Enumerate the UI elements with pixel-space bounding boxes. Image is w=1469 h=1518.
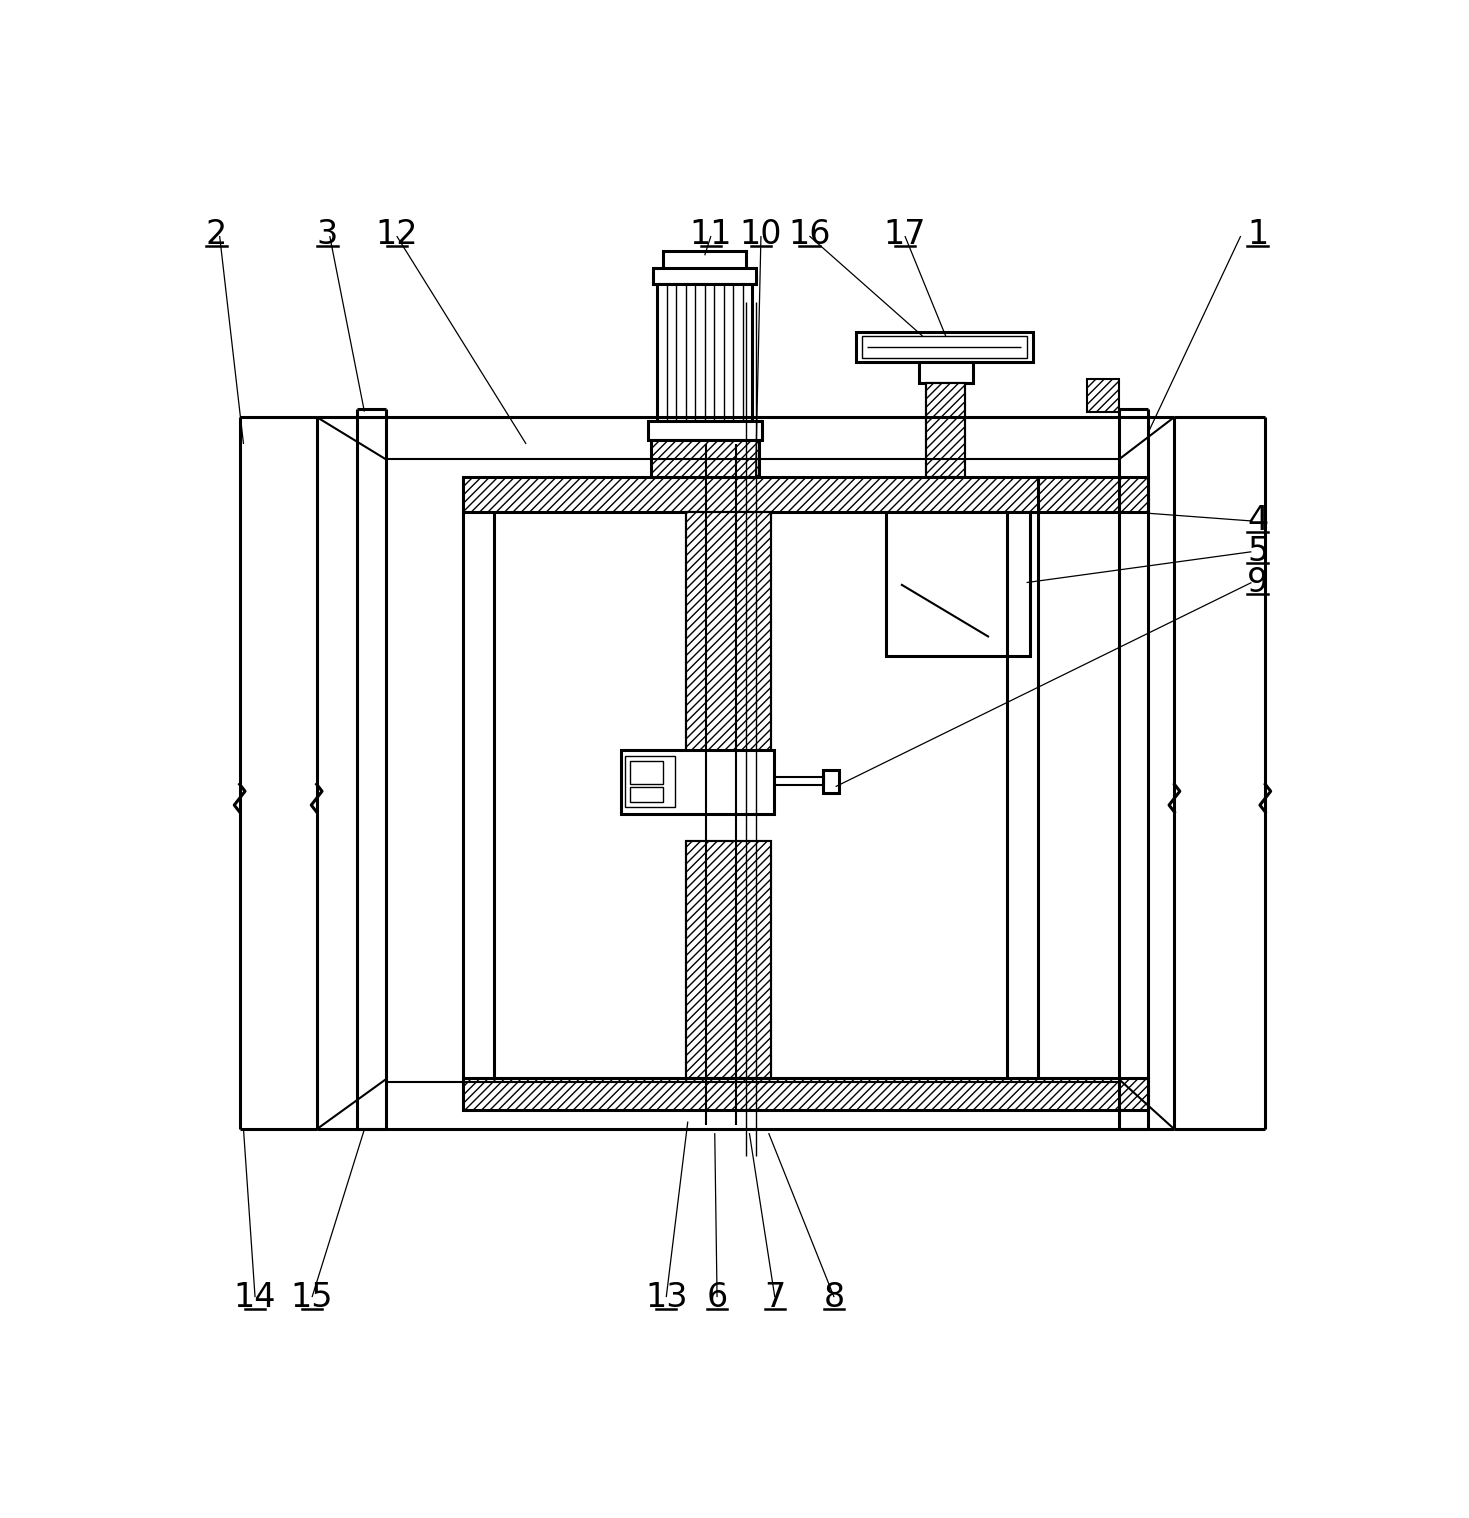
Bar (463, 477, 1039, 512)
Bar (657, 284, 752, 420)
Bar (1087, 380, 1119, 413)
Text: 11: 11 (689, 219, 732, 250)
Text: 10: 10 (740, 219, 782, 250)
Bar (621, 750, 774, 814)
Text: 3: 3 (317, 219, 338, 250)
Bar (686, 841, 771, 1078)
Text: 13: 13 (645, 1281, 687, 1313)
Bar (630, 761, 663, 785)
Bar (654, 269, 757, 284)
Bar (686, 841, 771, 1078)
Bar (862, 335, 1027, 358)
Bar (686, 512, 771, 759)
Bar (624, 756, 674, 808)
Bar (927, 383, 965, 477)
Bar (855, 332, 1033, 361)
Text: 14: 14 (234, 1281, 276, 1313)
Bar (630, 786, 663, 802)
Text: 15: 15 (291, 1281, 333, 1313)
Text: 1: 1 (1247, 219, 1268, 250)
Text: 16: 16 (789, 219, 830, 250)
Text: 2: 2 (206, 219, 228, 250)
Bar (1039, 477, 1149, 512)
Text: 4: 4 (1247, 504, 1268, 537)
Bar (663, 252, 746, 273)
Bar (927, 383, 965, 477)
Text: 7: 7 (764, 1281, 786, 1313)
Text: 9: 9 (1247, 566, 1268, 600)
Bar (918, 361, 972, 383)
Bar (886, 512, 1030, 656)
Bar (823, 770, 839, 792)
Bar (648, 420, 762, 440)
Text: 6: 6 (707, 1281, 727, 1313)
Bar (463, 1078, 1149, 1110)
Text: 5: 5 (1247, 536, 1268, 568)
Bar (651, 440, 758, 477)
Text: 12: 12 (376, 219, 419, 250)
Text: 8: 8 (824, 1281, 845, 1313)
Bar (686, 512, 771, 759)
Text: 17: 17 (884, 219, 925, 250)
